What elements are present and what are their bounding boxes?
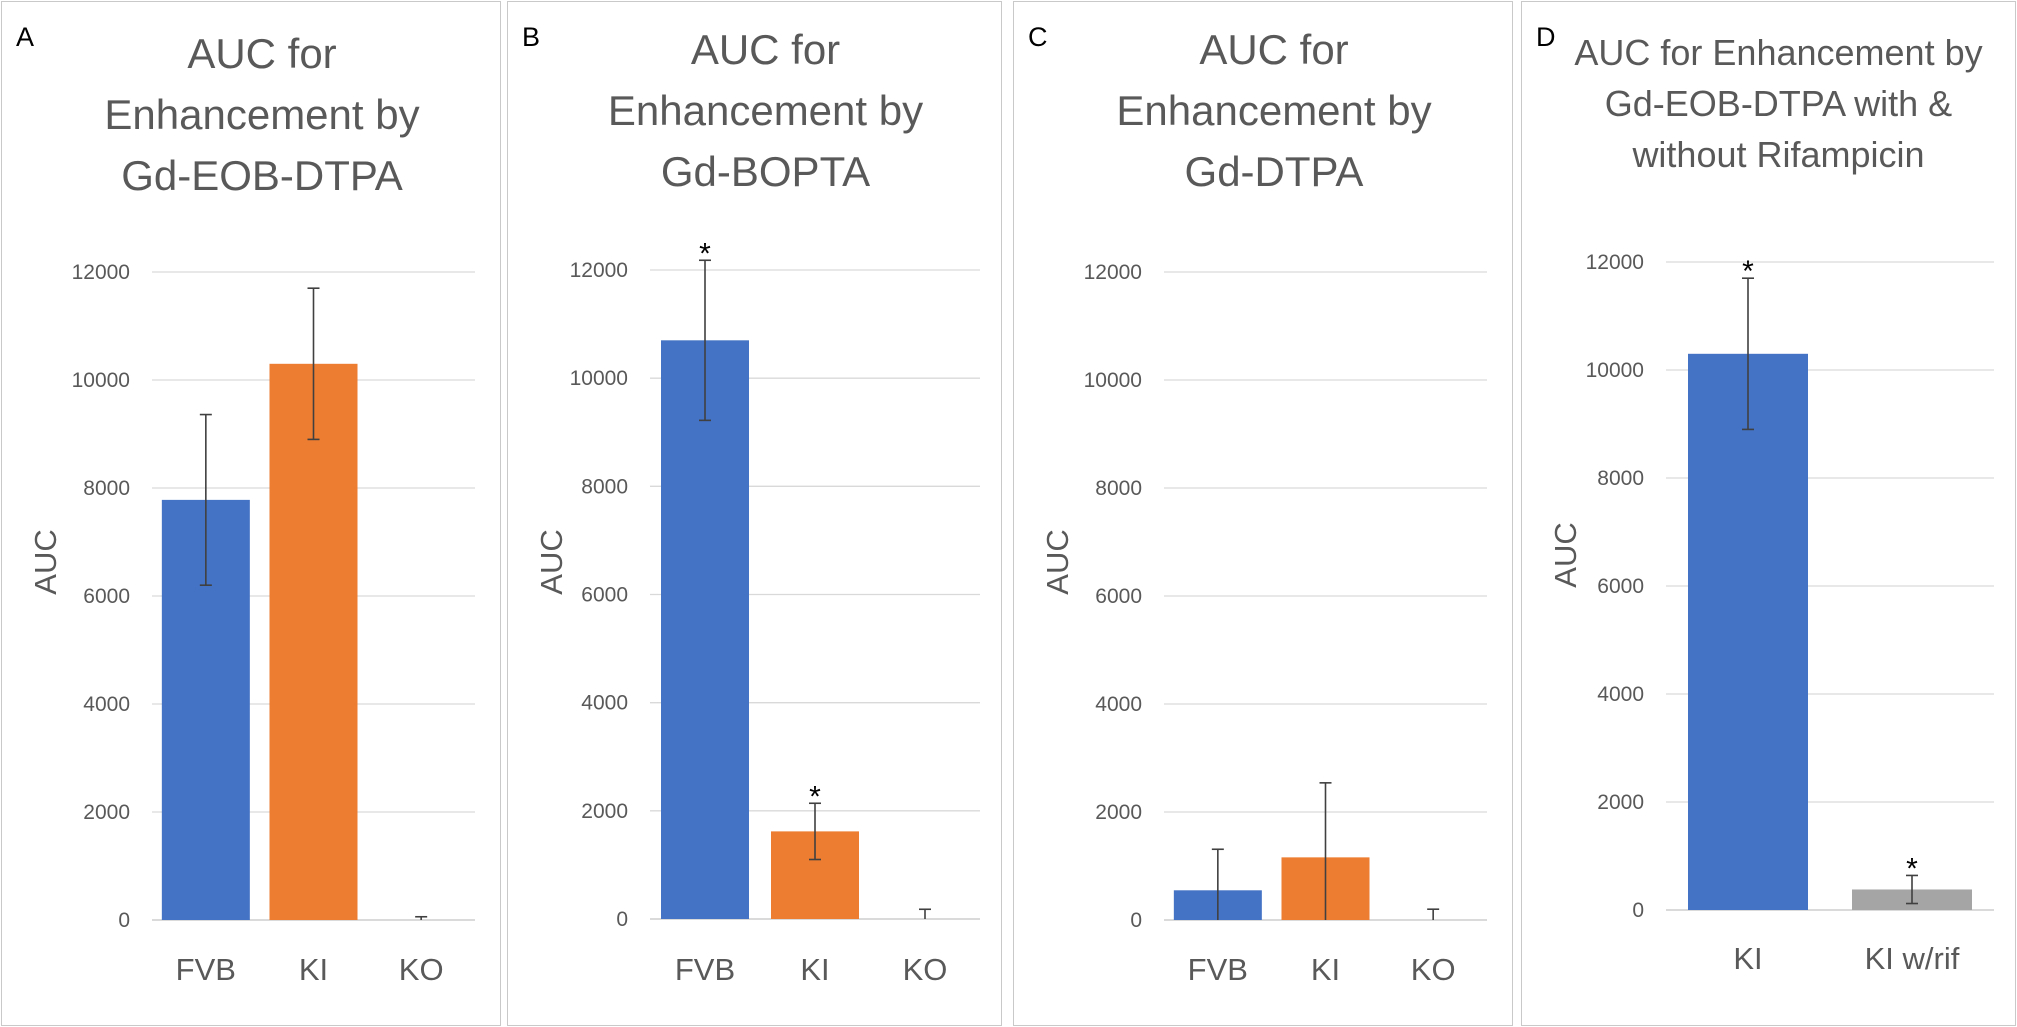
panel-c: C AUC for Enhancement by Gd-DTPA AUC 0 20… bbox=[1013, 1, 1513, 1026]
y-tick-label: 2000 bbox=[581, 800, 628, 823]
significance-marker: * bbox=[1742, 255, 1754, 288]
x-tick-label: FVB bbox=[1188, 952, 1248, 987]
x-tick-label: KO bbox=[903, 952, 948, 987]
y-tick-label: 6000 bbox=[83, 585, 130, 608]
y-tick-label: 0 bbox=[616, 908, 628, 931]
chart-title: AUC for Enhancement by Gd-EOB-DTPA with … bbox=[1574, 32, 1983, 175]
y-tick-label: 12000 bbox=[72, 261, 130, 284]
y-tick-label: 6000 bbox=[1597, 575, 1644, 598]
x-tick-label: FVB bbox=[176, 952, 236, 987]
x-tick-label: KI bbox=[299, 952, 328, 987]
x-tick-label: KO bbox=[1411, 952, 1456, 987]
y-tick-label: 4000 bbox=[1095, 693, 1142, 716]
significance-marker: * bbox=[1906, 852, 1918, 885]
y-tick-label: 2000 bbox=[1597, 791, 1644, 814]
y-tick-label: 0 bbox=[1130, 909, 1142, 932]
chart-plot: 0 2000 4000 6000 8000 10000 12000 FVB KI KO bbox=[72, 261, 475, 987]
y-tick-label: 4000 bbox=[581, 692, 628, 715]
y-tick-label: 6000 bbox=[581, 584, 628, 607]
chart-title: AUC for Enhancement by Gd-BOPTA bbox=[607, 26, 924, 195]
y-tick-label: 8000 bbox=[581, 475, 628, 498]
y-tick-label: 0 bbox=[1632, 899, 1644, 922]
y-tick-label: 2000 bbox=[1095, 801, 1142, 824]
y-tick-label: 4000 bbox=[83, 693, 130, 716]
y-tick-label: 8000 bbox=[83, 477, 130, 500]
x-tick-label: FVB bbox=[675, 952, 735, 987]
chart-title: AUC for Enhancement by Gd-EOB-DTPA bbox=[104, 30, 420, 199]
chart-plot: 0 2000 4000 6000 8000 10000 12000 * KI * KI w/rif bbox=[1586, 251, 1994, 976]
y-tick-label: 8000 bbox=[1095, 477, 1142, 500]
y-tick-label: 12000 bbox=[1084, 261, 1142, 284]
significance-marker: * bbox=[699, 237, 711, 270]
y-tick-label: 10000 bbox=[72, 369, 130, 392]
panel-d: D AUC for Enhancement by Gd-EOB-DTPA wit… bbox=[1521, 1, 2016, 1026]
y-tick-label: 0 bbox=[118, 909, 130, 932]
y-tick-label: 10000 bbox=[570, 367, 628, 390]
y-tick-label: 10000 bbox=[1084, 369, 1142, 392]
chart-title: AUC for Enhancement by Gd-DTPA bbox=[1116, 26, 1432, 195]
significance-marker: * bbox=[809, 780, 821, 813]
bar bbox=[661, 340, 749, 919]
chart-plot: 0 2000 4000 6000 8000 10000 12000 FVB KI KO bbox=[1084, 261, 1487, 987]
panel-letter: D bbox=[1536, 22, 1556, 52]
x-tick-label: KO bbox=[399, 952, 444, 987]
panel-a: A AUC for Enhancement by Gd-EOB-DTPA AUC… bbox=[1, 1, 501, 1026]
x-tick-label: KI bbox=[800, 952, 829, 987]
bar bbox=[1688, 353, 1808, 910]
panel-letter: C bbox=[1028, 22, 1048, 52]
y-tick-label: 4000 bbox=[1597, 683, 1644, 706]
bar bbox=[269, 363, 358, 920]
x-tick-label: KI bbox=[1311, 952, 1340, 987]
x-tick-label: KI w/rif bbox=[1865, 941, 1960, 976]
chart-plot: 0 2000 4000 6000 8000 10000 12000 * FVB * KI KO bbox=[570, 237, 980, 987]
y-tick-label: 6000 bbox=[1095, 585, 1142, 608]
y-tick-label: 2000 bbox=[83, 801, 130, 824]
panel-letter: A bbox=[16, 22, 35, 52]
x-tick-label: KI bbox=[1733, 941, 1762, 976]
y-tick-label: 12000 bbox=[1586, 251, 1644, 274]
y-tick-label: 10000 bbox=[1586, 359, 1644, 382]
y-tick-label: 12000 bbox=[570, 259, 628, 282]
panel-letter: B bbox=[522, 22, 541, 52]
y-tick-label: 8000 bbox=[1597, 467, 1644, 490]
